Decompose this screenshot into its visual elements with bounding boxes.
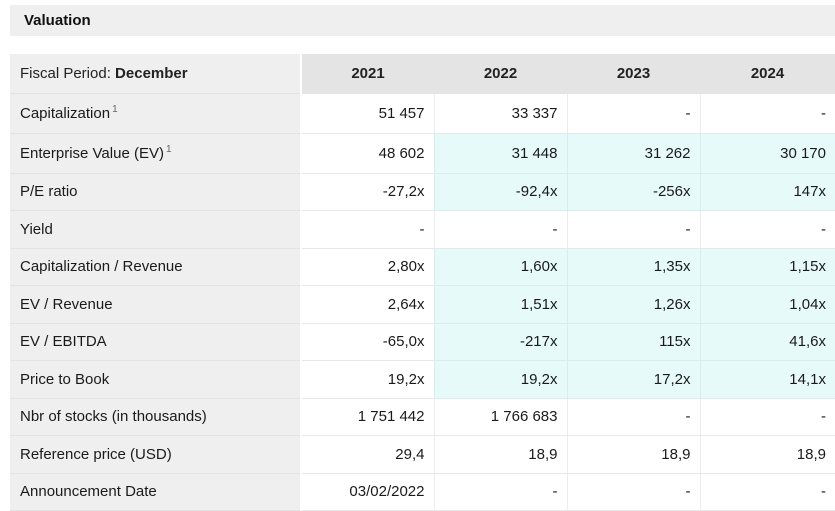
table-row: P/E ratio -27,2x -92,4x -256x 147x — [10, 173, 835, 211]
value-cell: 14,1x — [699, 360, 835, 399]
value-cell: - — [699, 210, 835, 249]
table-row: EV / EBITDA -65,0x -217x 115x 41,6x — [10, 323, 835, 361]
value-cell: 1 766 683 — [433, 398, 567, 436]
value-cell: 19,2x — [433, 360, 567, 399]
table-header-row: Fiscal Period: December 2021 2022 2023 2… — [10, 54, 835, 94]
value-cell: 2,64x — [300, 285, 434, 324]
value-cell: 33 337 — [433, 93, 567, 134]
value-cell: 1,26x — [566, 285, 700, 324]
value-cell: - — [566, 398, 700, 436]
value-cell: - — [300, 210, 434, 249]
value-cell: 18,9 — [566, 435, 700, 474]
value-cell: - — [566, 210, 700, 249]
value-cell: 17,2x — [566, 360, 700, 399]
value-cell: 18,9 — [699, 435, 835, 474]
value-cell: 48 602 — [300, 133, 434, 174]
row-label-text: Nbr of stocks (in thousands) — [20, 408, 207, 426]
table-row: Reference price (USD) 29,4 18,9 18,9 18,9 — [10, 435, 835, 474]
table-row: Enterprise Value (EV) 1 48 602 31 448 31 262… — [10, 133, 835, 174]
value-cell: 147x — [699, 173, 835, 211]
value-cell: 31 448 — [433, 133, 567, 174]
row-label-text: Capitalization / Revenue — [20, 258, 183, 276]
value-cell: -217x — [433, 323, 567, 361]
fiscal-period-label: Fiscal Period: December — [10, 54, 302, 94]
value-cell: 1 751 442 — [300, 398, 434, 436]
value-cell: - — [699, 93, 835, 134]
row-label: Price to Book — [10, 360, 302, 399]
footnote-marker[interactable]: 1 — [112, 104, 118, 115]
table-row: EV / Revenue 2,64x 1,51x 1,26x 1,04x — [10, 285, 835, 324]
value-cell: 1,35x — [566, 248, 700, 286]
value-cell: -256x — [566, 173, 700, 211]
year-header[interactable]: 2024 — [700, 54, 835, 94]
fiscal-period-prefix: Fiscal Period: — [20, 64, 116, 82]
row-label: Capitalization 1 — [10, 93, 302, 134]
row-label: EV / Revenue — [10, 285, 302, 324]
row-label-text: EV / EBITDA — [20, 333, 107, 351]
row-label-text: P/E ratio — [20, 183, 78, 201]
value-cell: 51 457 — [300, 93, 434, 134]
value-cell: 19,2x — [300, 360, 434, 399]
row-label: Yield — [10, 210, 302, 249]
value-cell: - — [433, 210, 567, 249]
value-cell: 41,6x — [699, 323, 835, 361]
value-cell: -65,0x — [300, 323, 434, 361]
row-label: Nbr of stocks (in thousands) — [10, 398, 302, 436]
value-cell: 1,60x — [433, 248, 567, 286]
value-cell: 115x — [566, 323, 700, 361]
row-label-text: EV / Revenue — [20, 295, 113, 313]
table-row: Capitalization 1 51 457 33 337- - — [10, 93, 835, 134]
value-cell: 1,04x — [699, 285, 835, 324]
row-label-text: Announcement Date — [20, 483, 157, 501]
value-cell: 31 262 — [566, 133, 700, 174]
value-cell: -92,4x — [433, 173, 567, 211]
value-cell: 1,15x — [699, 248, 835, 286]
table-row: Nbr of stocks (in thousands) 1 751 442 1 7… — [10, 398, 835, 436]
value-cell: -27,2x — [300, 173, 434, 211]
row-label-text: Yield — [20, 220, 53, 238]
row-label-text: Price to Book — [20, 370, 110, 388]
table-row: Yield - - - - — [10, 210, 835, 249]
value-cell: 1,51x — [433, 285, 567, 324]
row-label-text: Reference price (USD) — [20, 445, 172, 463]
value-cell: 30 170 — [699, 133, 835, 174]
value-cell: 18,9 — [433, 435, 567, 474]
footnote-marker[interactable]: 1 — [165, 144, 172, 155]
row-label: Reference price (USD) — [10, 435, 302, 474]
year-header[interactable]: 2023 — [567, 54, 700, 94]
value-cell: 29,4 — [300, 435, 434, 474]
table-row: Price to Book 19,2x 19,2x 17,2x 14,1x — [10, 360, 835, 399]
row-label-text: Capitalization — [20, 105, 111, 122]
fiscal-period-value: December — [115, 64, 188, 82]
value-cell: - — [566, 93, 700, 134]
valuation-table: Fiscal Period: December 2021 2022 2023 2… — [10, 54, 835, 511]
row-label: EV / EBITDA — [10, 323, 302, 361]
table-row: Capitalization / Revenue 2,80x 1,60x 1,35x 1… — [10, 248, 835, 286]
value-cell: 2,80x — [300, 248, 434, 286]
row-label: Enterprise Value (EV) 1 — [10, 133, 302, 174]
year-header[interactable]: 2022 — [434, 54, 567, 94]
year-header[interactable]: 2021 — [301, 54, 434, 94]
section-title: Valuation — [10, 5, 835, 36]
value-cell: - — [699, 398, 835, 436]
row-label: P/E ratio — [10, 173, 302, 211]
row-label-text: Enterprise Value (EV) — [20, 145, 164, 162]
row-label: Capitalization / Revenue — [10, 248, 302, 286]
